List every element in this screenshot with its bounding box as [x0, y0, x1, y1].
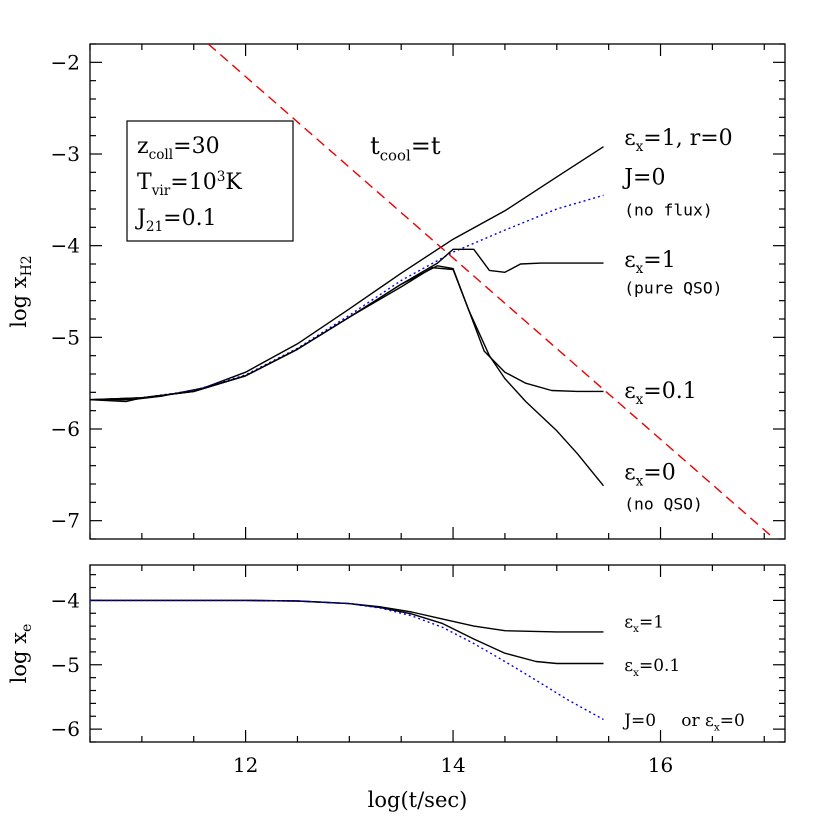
y-tick-label: −4: [51, 588, 80, 612]
annotation-lbl_ex0: εx=0: [624, 460, 676, 489]
annotation-xe_lbl_ex1: εx=1: [624, 612, 664, 635]
annotation-lbl_ex1: εx=1: [624, 248, 676, 277]
y-tick-label: −5: [51, 325, 80, 349]
annotation-tcool_label: tcool=t: [370, 132, 441, 165]
y-tick-label: −6: [51, 417, 80, 441]
param-j21: J21=0.1: [135, 206, 217, 235]
parameter-box: [126, 120, 294, 242]
y-tick-label: −3: [51, 142, 80, 166]
series-line-xe_ex1: [90, 599, 604, 633]
panel-top: −2 −3 −4 −5 −6 −7 log xH2 zcoll=30 Tvir=103K J21=…: [7, 43, 786, 540]
annotation-xe_lbl_ex01: εx=0.1: [624, 656, 680, 679]
param-tvir: Tvir=103K: [137, 169, 242, 199]
param-zcoll: zcoll=30: [137, 134, 220, 163]
x-tick-label: 16: [648, 753, 673, 777]
series-line-ex0: [90, 267, 605, 487]
y-tick-label: −6: [51, 717, 80, 741]
y-tick-label: −7: [51, 509, 80, 533]
series-layer: [90, 599, 604, 721]
y-axis-title: log xe: [7, 624, 35, 684]
annotation-lbl_ex01: εx=0.1: [624, 379, 697, 408]
series-layer: [90, 44, 776, 539]
series-line-ex1_pure: [90, 248, 604, 401]
x-axis-title: log(t/sec): [368, 788, 468, 812]
series-line-xe_j0: [90, 599, 604, 721]
panel-bottom: −4 −5 −6 12 14 16 log(t/sec) log xe εx=1 εx=0.1 J=…: [7, 564, 786, 812]
annotation-lbl_ex0_note: (no QSO): [624, 495, 703, 514]
annotation-lbl_j0: J=0: [622, 165, 665, 190]
x-tick-label: 12: [233, 753, 258, 777]
annotation-lbl_ex1_r0: εx=1, r=0: [624, 126, 732, 155]
series-line-tcool: [207, 44, 776, 539]
series-line-ex1_r0: [90, 146, 604, 401]
y-tick-label: −2: [51, 50, 80, 74]
annotation-lbl_ex1_note: (pure QSO): [624, 278, 722, 297]
plot-frame: [89, 564, 786, 743]
series-line-ex01: [90, 265, 604, 403]
annotation-xe_lbl_j0: J=0: [622, 711, 656, 731]
y-tick-label: −5: [51, 653, 80, 677]
annotation-xe_lbl_or: or εx=0: [681, 711, 745, 734]
annotation-lbl_j0_note: (no flux): [624, 200, 712, 219]
series-line-xe_ex01: [90, 599, 604, 665]
y-axis-title: log xH2: [7, 255, 35, 327]
y-tick-label: −4: [51, 234, 80, 258]
plot-frame: [89, 43, 786, 540]
x-tick-label: 14: [440, 753, 465, 777]
